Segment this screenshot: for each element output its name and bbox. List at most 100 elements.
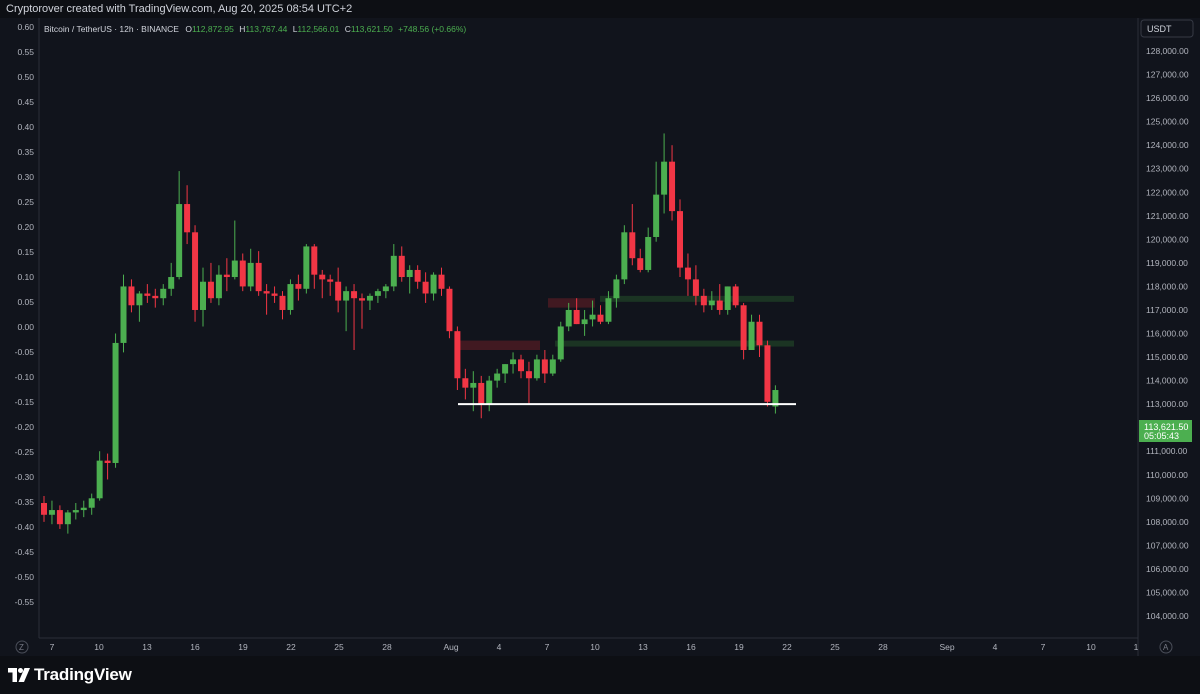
left-scale-label: -0.25	[15, 447, 35, 457]
price-scale-label: 116,000.00	[1146, 329, 1188, 339]
left-scale-label: -0.40	[15, 522, 35, 532]
candle-up	[390, 255, 397, 287]
price-scale-label: 126,000.00	[1146, 93, 1189, 103]
candle-down	[263, 291, 270, 294]
legend-low-value: 112,566.01	[297, 24, 339, 34]
legend-high-value: 113,767.44	[245, 24, 287, 34]
candle-down	[207, 281, 214, 299]
candle-down	[669, 161, 676, 212]
candle-down	[414, 269, 421, 282]
left-scale-label: 0.40	[17, 122, 34, 132]
price-scale-label: 127,000.00	[1146, 70, 1189, 80]
chart-area[interactable]: 0.60 0.55 0.50 0.45 0.40 0.35 0.30 0.25 0.20 0.15…	[0, 18, 1200, 656]
time-scale-label: 7	[545, 642, 550, 652]
candle-up	[382, 286, 389, 292]
candle-up	[120, 286, 127, 343]
auto-scale-toggle[interactable]	[1159, 640, 1173, 654]
candle-up	[366, 295, 373, 301]
candle-down	[438, 274, 445, 289]
price-scale-label: 128,000.00	[1146, 46, 1189, 56]
time-scale-labels: 7 10 13 16 19 22 25 28 Aug 4 7 10 13 16 19 22 25 28 Sep 4 7 1…	[50, 642, 1139, 652]
candle-down	[239, 260, 246, 287]
time-scale-label: 10	[94, 642, 104, 652]
candle-up	[470, 382, 477, 388]
left-scale-label: 0.30	[17, 172, 34, 182]
price-scale-label: 109,000.00	[1146, 493, 1189, 503]
legend-open-label: O	[185, 24, 192, 34]
price-scale-label: 113,000.00	[1146, 399, 1188, 409]
candle-up	[168, 277, 175, 289]
tradingview-logo[interactable]: TradingView	[8, 665, 132, 685]
time-scale-label: 1	[1134, 642, 1139, 652]
candle-down	[255, 262, 262, 292]
candle-up	[112, 342, 119, 463]
time-scale-label: 19	[238, 642, 248, 652]
candle-up	[215, 274, 222, 299]
price-scale-label: 123,000.00	[1146, 164, 1189, 174]
time-scale-label: 4	[993, 642, 998, 652]
bullish-zone	[555, 340, 794, 347]
candle-down	[637, 258, 644, 270]
price-scale-label: 119,000.00	[1146, 258, 1188, 268]
auto-scale-toggle-label: A	[1163, 643, 1169, 652]
candle-down	[629, 232, 636, 259]
left-scale-label: -0.20	[15, 422, 35, 432]
candle-up	[96, 460, 103, 499]
price-scale-label: 105,000.00	[1146, 587, 1189, 597]
time-scale-label: 10	[1086, 642, 1096, 652]
price-scale-label: 111,000.00	[1146, 446, 1188, 456]
price-scale-label: 106,000.00	[1146, 564, 1189, 574]
time-scale-label: 25	[334, 642, 344, 652]
legend-change: +748.56 (+0.66%)	[398, 24, 466, 34]
bearish-zone	[548, 298, 595, 308]
candle-up	[287, 284, 294, 310]
price-scale-label: 124,000.00	[1146, 140, 1189, 150]
zones-layer	[456, 295, 794, 350]
currency-button[interactable]	[1140, 19, 1194, 38]
left-scale-label: 0.60	[17, 22, 34, 32]
time-scale-label: Aug	[443, 642, 458, 652]
price-scale-label: 107,000.00	[1146, 540, 1189, 550]
left-scale-label: -0.35	[15, 497, 35, 507]
candle-down	[700, 295, 707, 306]
candle-up	[502, 364, 509, 374]
candle-up	[406, 269, 413, 278]
candle-down	[41, 503, 47, 515]
legend[interactable]: Bitcoin / TetherUS · 12h · BINANCE O 112,…	[44, 24, 466, 34]
candle-up	[613, 279, 620, 299]
candle-up	[708, 300, 715, 306]
time-scale-label: 7	[50, 642, 55, 652]
last-price-value: 113,621.50	[1144, 422, 1188, 432]
price-scale-label: 117,000.00	[1146, 305, 1188, 315]
candle-down	[677, 211, 683, 268]
candle-up	[80, 507, 87, 511]
candle-up	[581, 319, 588, 325]
candle-down	[184, 204, 191, 233]
candle-up	[247, 262, 254, 287]
candlestick-chart[interactable]: 0.60 0.55 0.50 0.45 0.40 0.35 0.30 0.25 0.20 0.15…	[0, 18, 1200, 656]
candle-down	[271, 293, 278, 296]
candle-up	[64, 512, 71, 525]
candle-up	[621, 232, 628, 280]
candle-down	[478, 382, 485, 405]
legend-symbol: Bitcoin / TetherUS · 12h · BINANCE	[44, 24, 179, 34]
candle-up	[48, 510, 55, 515]
price-scale-label: 110,000.00	[1146, 470, 1188, 480]
candle-down	[716, 300, 723, 310]
price-scale-label: 125,000.00	[1146, 117, 1189, 127]
candle-down	[462, 378, 469, 388]
candle-up	[605, 298, 612, 322]
legend-close-value: 113,621.50	[351, 24, 393, 34]
left-scale-toggle[interactable]	[15, 640, 29, 654]
price-scale-label: 104,000.00	[1146, 611, 1189, 621]
candle-down	[764, 345, 771, 402]
candle-down	[518, 359, 524, 372]
time-scale-label: 13	[638, 642, 648, 652]
candle-down	[359, 298, 365, 301]
price-scale-label: 121,000.00	[1146, 211, 1189, 221]
price-scale-label: 108,000.00	[1146, 517, 1189, 527]
candle-up	[510, 359, 517, 365]
candle-down	[279, 295, 286, 310]
left-scale-label: 0.10	[17, 272, 34, 282]
price-scale-bg[interactable]	[1138, 18, 1200, 656]
